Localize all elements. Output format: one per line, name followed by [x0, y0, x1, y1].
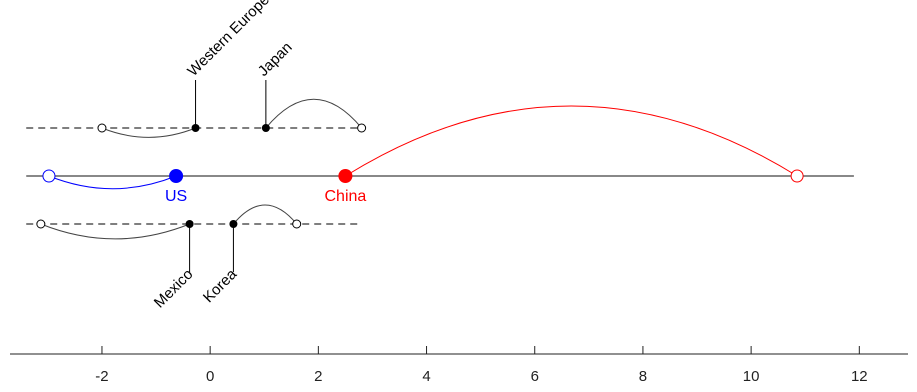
western-europe-projection-marker	[97, 123, 107, 133]
x-tick-label: 2	[314, 368, 322, 385]
x-tick-label: 12	[851, 368, 868, 385]
row-lower: Mexico Korea	[26, 204, 362, 312]
china-marker	[338, 169, 353, 183]
western-europe-arc	[101, 127, 196, 138]
korea-projection-marker	[292, 219, 302, 229]
us-marker	[169, 169, 184, 183]
x-tick-label: 8	[639, 368, 647, 385]
japan-label: Japan	[255, 39, 296, 80]
x-axis: -2 0 2 4 6 8 10 12	[10, 346, 908, 385]
us-arc	[48, 175, 177, 190]
x-tick-label: 10	[743, 368, 760, 385]
x-tick-label: 6	[531, 368, 539, 385]
row-main: US China	[26, 105, 854, 205]
mexico-projection-marker	[36, 219, 46, 229]
mexico-label: Mexico	[151, 266, 197, 312]
korea-label: Korea	[200, 265, 241, 306]
us-label: US	[165, 188, 187, 205]
china-arc	[345, 105, 798, 177]
japan-arc	[265, 98, 363, 129]
us-projection-marker	[42, 169, 56, 183]
china-label: China	[324, 188, 366, 205]
japan-projection-marker	[357, 123, 367, 133]
china-projection-marker	[790, 169, 804, 183]
x-tick-label: -2	[95, 368, 108, 385]
x-tick-label: 0	[206, 368, 214, 385]
korea-arc	[233, 204, 298, 225]
mexico-arc	[40, 223, 190, 240]
x-tick-label: 4	[422, 368, 430, 385]
